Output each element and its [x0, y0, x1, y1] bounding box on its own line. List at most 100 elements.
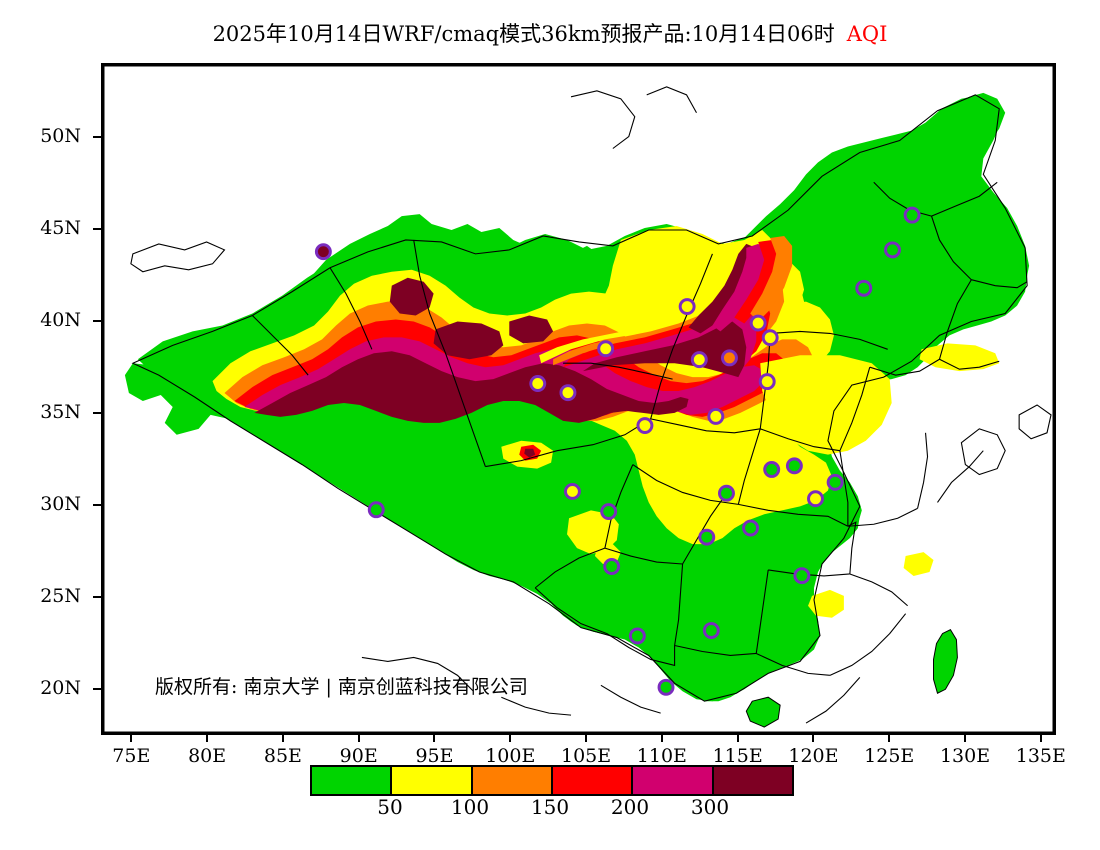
colorbar-tick-label: 150: [530, 795, 570, 819]
city-station-marker[interactable]: [559, 384, 577, 402]
colorbar-tick-label: 100: [450, 795, 490, 819]
city-station-marker[interactable]: [603, 558, 621, 575]
colorbar-segment-良: [392, 767, 473, 794]
province-boundaries: [131, 94, 1028, 702]
city-station-marker[interactable]: [628, 627, 646, 645]
city-station-marker[interactable]: [807, 490, 824, 508]
hainan-island: [745, 696, 781, 728]
colorbar-segment-重度污染: [633, 767, 714, 794]
city-station-marker[interactable]: [529, 375, 547, 392]
city-station-marker[interactable]: [721, 349, 738, 367]
contour-tail-orange-ne: [750, 235, 793, 322]
city-station-marker[interactable]: [826, 473, 844, 491]
city-station-marker[interactable]: [742, 519, 760, 537]
x-tick-mark: [585, 735, 588, 742]
colorbar-tick-label: 300: [690, 795, 730, 819]
aqi-contour-fills: [124, 92, 1030, 702]
city-station-marker[interactable]: [785, 457, 803, 475]
contour-blob-hazardous-mid: [433, 321, 504, 360]
copyright-notice: 版权所有: 南京大学 | 南京创蓝科技有限公司: [155, 676, 528, 698]
city-station-marker[interactable]: [793, 567, 811, 585]
x-axis-tick-label: 75E: [112, 745, 151, 767]
y-tick-mark: [93, 319, 101, 322]
y-axis-tick-label: 25N: [40, 584, 81, 607]
y-tick-mark: [93, 503, 101, 506]
x-tick-mark: [660, 735, 663, 742]
y-axis-tick-label: 20N: [40, 676, 81, 699]
x-tick-mark: [736, 735, 739, 742]
city-marker-group: [314, 206, 921, 696]
x-tick-mark: [206, 735, 209, 742]
aqi-contour-map: [103, 65, 1054, 733]
x-tick-mark: [812, 735, 815, 742]
colorbar-tick-label: 50: [377, 795, 403, 819]
x-axis-tick-label: 110E: [636, 745, 687, 767]
city-station-marker[interactable]: [903, 206, 921, 224]
city-station-marker[interactable]: [657, 678, 675, 696]
x-axis-tick-label: 105E: [561, 745, 612, 767]
city-station-marker[interactable]: [690, 351, 708, 369]
y-tick-mark: [93, 227, 101, 230]
city-station-marker[interactable]: [855, 279, 873, 297]
city-station-marker[interactable]: [636, 417, 654, 434]
y-tick-mark: [93, 687, 101, 690]
x-axis-tick-label: 135E: [1015, 745, 1066, 767]
x-axis-tick-label: 120E: [788, 745, 839, 767]
x-axis-tick-label: 85E: [263, 745, 302, 767]
y-axis-tick-label: 50N: [40, 124, 81, 147]
y-axis-tick-label: 30N: [40, 492, 81, 515]
x-axis-tick-label: 90E: [339, 745, 378, 767]
city-station-marker[interactable]: [698, 528, 716, 546]
contour-tail-magenta-ne: [712, 243, 769, 332]
taiwan-island: [933, 628, 958, 694]
colorbar-segment-优: [312, 767, 393, 794]
city-station-marker[interactable]: [702, 622, 720, 639]
x-axis-tick-label: 80E: [188, 745, 227, 767]
contour-tail-hazardous-ne: [688, 243, 761, 334]
city-station-marker[interactable]: [884, 241, 901, 259]
page-title: 2025年10月14日WRF/cmaq模式36km预报产品:10月14日06时 A…: [0, 18, 1100, 48]
x-tick-mark: [281, 735, 284, 742]
city-station-marker[interactable]: [749, 314, 767, 332]
city-station-marker[interactable]: [600, 503, 618, 520]
neighboring-country-outlines: [130, 86, 1052, 724]
x-axis-tick-label: 125E: [864, 745, 915, 767]
city-station-marker[interactable]: [597, 340, 615, 358]
city-station-marker[interactable]: [707, 407, 725, 425]
city-station-marker[interactable]: [367, 501, 385, 519]
city-station-marker[interactable]: [314, 243, 332, 261]
x-tick-mark: [509, 735, 512, 742]
x-axis-tick-label: 130E: [939, 745, 991, 767]
y-axis-tick-label: 45N: [40, 216, 81, 239]
x-tick-mark: [964, 735, 967, 742]
y-tick-mark: [93, 411, 101, 414]
colorbar-segment-严重污染: [713, 767, 792, 794]
colorbar-segment-轻度污染: [472, 767, 553, 794]
x-tick-mark: [1039, 735, 1042, 742]
contour-plain-yellow-extension: [760, 355, 892, 455]
x-tick-mark: [357, 735, 360, 742]
x-tick-mark: [130, 735, 133, 742]
title-text: 2025年10月14日WRF/cmaq模式36km预报产品:10月14日06时: [212, 22, 835, 46]
city-station-marker[interactable]: [758, 373, 776, 391]
x-tick-mark: [888, 735, 891, 742]
contour-belt-liaoning: [919, 343, 1000, 372]
city-station-marker[interactable]: [718, 484, 735, 502]
city-station-marker[interactable]: [763, 461, 781, 478]
y-axis-tick-label: 40N: [40, 308, 81, 331]
contour-patch-jiangxi: [808, 589, 844, 618]
contour-patch-zhejiang: [903, 552, 934, 576]
contour-tail-red-ne: [734, 239, 781, 324]
x-tick-mark: [433, 735, 436, 742]
colorbar-segment-中度污染: [552, 767, 634, 794]
y-tick-mark: [93, 135, 101, 138]
y-axis-tick-label: 35N: [40, 400, 81, 423]
contour-blob-hazardous-mid2: [509, 315, 554, 344]
city-station-marker[interactable]: [678, 298, 696, 316]
city-station-marker[interactable]: [761, 329, 779, 347]
title-variable: AQI: [846, 22, 888, 46]
city-station-marker[interactable]: [563, 482, 581, 500]
map-plot-area: [101, 63, 1056, 735]
x-axis-tick-label: 115E: [712, 745, 763, 767]
